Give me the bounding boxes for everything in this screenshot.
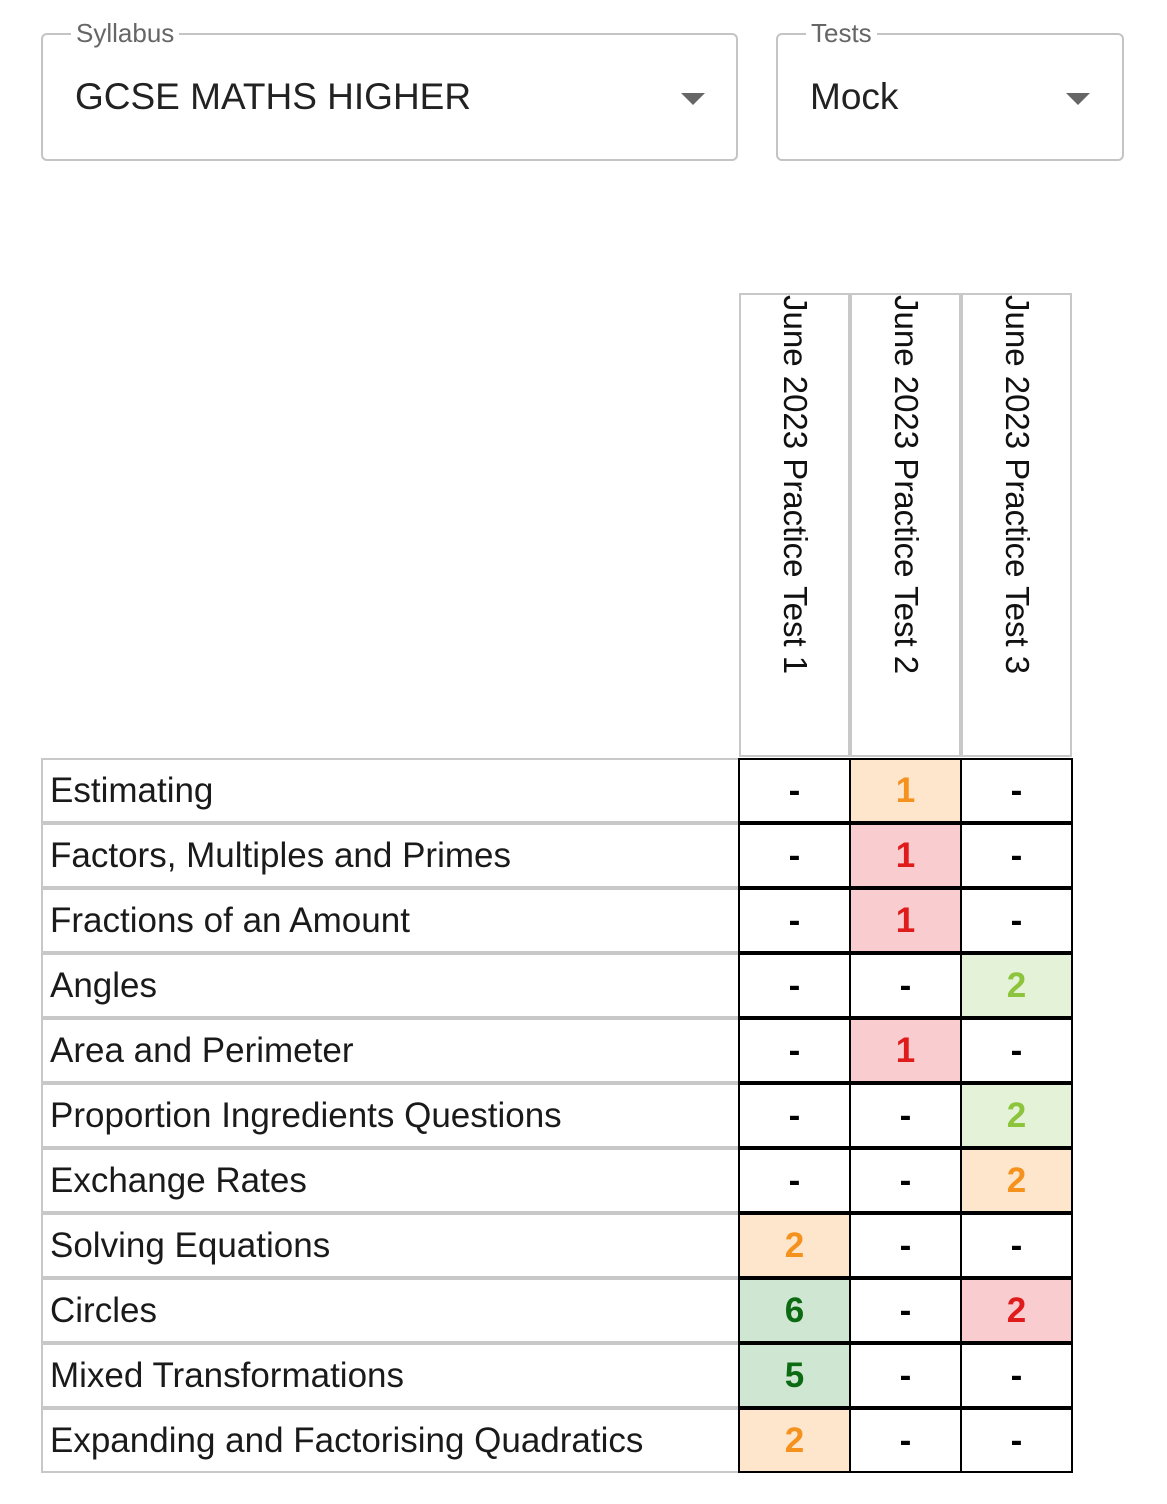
score-cell[interactable]: -: [960, 1343, 1073, 1408]
column-header: June 2023 Practice Test 3: [961, 293, 1072, 757]
score-cell[interactable]: -: [849, 1343, 962, 1408]
column-header-label: June 2023 Practice Test 1: [776, 295, 814, 675]
column-header: June 2023 Practice Test 1: [739, 293, 850, 757]
topic-label: Exchange Rates: [50, 1161, 307, 1200]
score-cell[interactable]: -: [849, 1408, 962, 1473]
topic-label: Angles: [50, 966, 158, 1005]
chevron-down-icon: [681, 93, 705, 105]
column-header-label: June 2023 Practice Test 3: [998, 295, 1036, 675]
topic-label: Estimating: [50, 771, 214, 810]
topic-label: Circles: [50, 1291, 157, 1330]
topic-cell: Mixed Transformations: [41, 1343, 739, 1408]
chevron-down-icon: [1066, 93, 1090, 105]
topic-cell: Circles: [41, 1278, 739, 1343]
topic-label: Proportion Ingredients Questions: [50, 1096, 562, 1135]
topic-cell: Angles: [41, 953, 739, 1018]
score-cell[interactable]: -: [960, 758, 1073, 823]
tests-label: Tests: [806, 18, 877, 48]
topic-cell: Expanding and Factorising Quadratics: [41, 1408, 739, 1473]
topic-cell: Factors, Multiples and Primes: [41, 823, 739, 888]
score-cell[interactable]: -: [738, 758, 851, 823]
topic-label: Area and Perimeter: [50, 1031, 354, 1070]
score-cell[interactable]: -: [960, 1018, 1073, 1083]
score-cell[interactable]: -: [960, 1408, 1073, 1473]
score-cell[interactable]: 2: [960, 1083, 1073, 1148]
syllabus-value: GCSE MATHS HIGHER: [75, 76, 472, 117]
score-cell[interactable]: -: [738, 953, 851, 1018]
score-cell[interactable]: -: [960, 1213, 1073, 1278]
score-cell[interactable]: -: [849, 1148, 962, 1213]
score-cell[interactable]: -: [738, 1148, 851, 1213]
score-cell[interactable]: 6: [738, 1278, 851, 1343]
score-cell[interactable]: 1: [849, 758, 962, 823]
topic-label: Solving Equations: [50, 1226, 331, 1265]
score-cell[interactable]: 2: [960, 1148, 1073, 1213]
score-cell[interactable]: -: [738, 1018, 851, 1083]
score-cell[interactable]: 2: [960, 953, 1073, 1018]
score-cell[interactable]: -: [738, 823, 851, 888]
score-cell[interactable]: -: [738, 1083, 851, 1148]
score-cell[interactable]: -: [849, 1278, 962, 1343]
score-cell[interactable]: -: [960, 888, 1073, 953]
topic-cell: Solving Equations: [41, 1213, 739, 1278]
topic-label: Fractions of an Amount: [50, 901, 410, 940]
syllabus-label: Syllabus: [71, 18, 180, 48]
topic-cell: Fractions of an Amount: [41, 888, 739, 953]
topic-label: Expanding and Factorising Quadratics: [50, 1421, 644, 1460]
topic-label: Mixed Transformations: [50, 1356, 405, 1395]
topic-cell: Proportion Ingredients Questions: [41, 1083, 739, 1148]
score-cell[interactable]: 2: [738, 1213, 851, 1278]
score-cell[interactable]: 1: [849, 1018, 962, 1083]
score-cell[interactable]: -: [849, 953, 962, 1018]
column-header: June 2023 Practice Test 2: [850, 293, 961, 757]
score-cell[interactable]: 1: [849, 823, 962, 888]
score-cell[interactable]: 2: [960, 1278, 1073, 1343]
score-cell[interactable]: -: [849, 1213, 962, 1278]
tests-value: Mock: [810, 76, 899, 117]
topic-cell: Area and Perimeter: [41, 1018, 739, 1083]
topic-cell: Estimating: [41, 758, 739, 823]
tests-select[interactable]: Tests Mock: [776, 18, 1124, 161]
topic-cell: Exchange Rates: [41, 1148, 739, 1213]
topic-label: Factors, Multiples and Primes: [50, 836, 511, 875]
score-cell[interactable]: 1: [849, 888, 962, 953]
syllabus-select[interactable]: Syllabus GCSE MATHS HIGHER: [41, 18, 738, 161]
score-cell[interactable]: -: [849, 1083, 962, 1148]
score-cell[interactable]: 5: [738, 1343, 851, 1408]
score-cell[interactable]: -: [738, 888, 851, 953]
score-cell[interactable]: -: [960, 823, 1073, 888]
column-header-label: June 2023 Practice Test 2: [887, 295, 925, 675]
score-cell[interactable]: 2: [738, 1408, 851, 1473]
